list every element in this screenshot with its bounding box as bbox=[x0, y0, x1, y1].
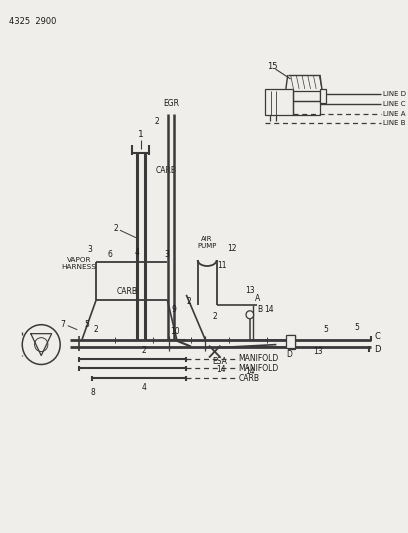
Text: 15: 15 bbox=[267, 61, 277, 70]
Text: 6: 6 bbox=[108, 249, 113, 259]
Circle shape bbox=[22, 325, 60, 365]
Bar bbox=[293, 91, 320, 101]
Text: 5: 5 bbox=[84, 320, 89, 329]
Text: AIR
PUMP: AIR PUMP bbox=[197, 236, 217, 248]
Text: D: D bbox=[374, 345, 381, 354]
Text: 10: 10 bbox=[170, 327, 180, 336]
Text: 14: 14 bbox=[264, 305, 274, 314]
Text: 13: 13 bbox=[245, 286, 255, 295]
Text: 2: 2 bbox=[187, 297, 191, 306]
Text: 2: 2 bbox=[212, 312, 217, 321]
Text: 8: 8 bbox=[90, 388, 95, 397]
Bar bbox=[286, 335, 295, 348]
Text: 2: 2 bbox=[114, 224, 118, 233]
Text: 5: 5 bbox=[355, 323, 359, 332]
Text: 11: 11 bbox=[217, 261, 227, 270]
Text: 2: 2 bbox=[94, 325, 99, 334]
Text: 3: 3 bbox=[165, 249, 170, 259]
Text: 14: 14 bbox=[245, 367, 255, 376]
Text: LINE A: LINE A bbox=[383, 111, 405, 117]
Text: LINE C: LINE C bbox=[383, 101, 405, 107]
Text: EGR: EGR bbox=[163, 99, 179, 108]
Text: CARB: CARB bbox=[117, 287, 138, 296]
Text: LINE D: LINE D bbox=[383, 91, 406, 97]
Text: VAPOR
HARNESS: VAPOR HARNESS bbox=[62, 256, 97, 270]
Text: 2: 2 bbox=[155, 117, 159, 126]
Text: 14: 14 bbox=[217, 365, 226, 374]
Text: 1: 1 bbox=[138, 130, 144, 139]
Bar bbox=[320, 89, 326, 103]
Text: 12: 12 bbox=[227, 244, 237, 253]
Bar bbox=[288, 335, 295, 349]
Text: 2: 2 bbox=[141, 346, 146, 355]
Text: D: D bbox=[287, 350, 293, 359]
Text: CARB: CARB bbox=[156, 166, 177, 175]
Text: ESA: ESA bbox=[212, 357, 227, 366]
Text: CARB: CARB bbox=[238, 374, 259, 383]
Text: LINE B: LINE B bbox=[383, 120, 405, 126]
Text: MANIFOLD: MANIFOLD bbox=[238, 354, 279, 363]
Text: 4325  2900: 4325 2900 bbox=[9, 17, 56, 26]
Text: A: A bbox=[255, 294, 260, 303]
Text: 4: 4 bbox=[135, 247, 140, 256]
Bar bbox=[265, 89, 293, 115]
Text: C: C bbox=[374, 332, 380, 341]
Text: B: B bbox=[257, 305, 262, 314]
Text: 9: 9 bbox=[171, 305, 176, 314]
Text: 7: 7 bbox=[60, 320, 65, 329]
Bar bbox=[293, 101, 320, 115]
Text: 13: 13 bbox=[313, 347, 323, 356]
Text: 3: 3 bbox=[88, 245, 93, 254]
Circle shape bbox=[246, 311, 254, 319]
Text: MANIFOLD: MANIFOLD bbox=[238, 364, 279, 373]
Text: 4: 4 bbox=[141, 383, 146, 392]
Text: 5: 5 bbox=[323, 325, 328, 334]
